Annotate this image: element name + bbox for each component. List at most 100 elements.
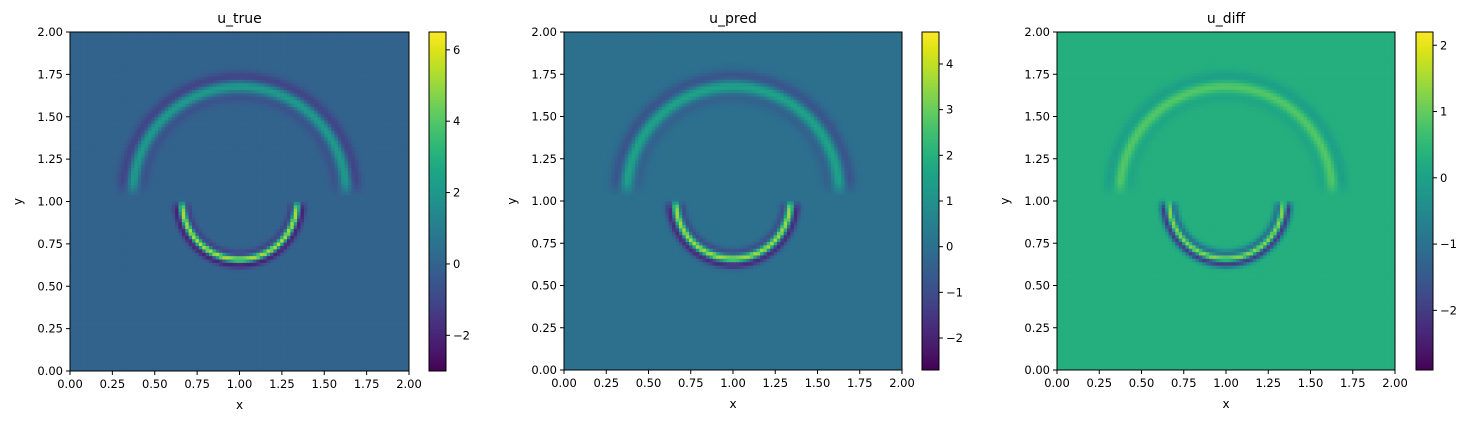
heatmap-cell [165,120,169,124]
heatmap-cell [141,76,145,80]
heatmap-cell [111,235,115,239]
heatmap-cell [182,276,186,280]
heatmap-cell [80,222,84,226]
heatmap-cell [178,164,182,168]
heatmap-cell [80,242,84,246]
heatmap-cell [229,130,233,134]
heatmap-cell [141,232,145,236]
heatmap-cell [141,340,145,344]
heatmap-cell [175,218,179,222]
heatmap-cell [185,96,189,100]
heatmap-cell [104,283,108,287]
heatmap-cell [162,218,166,222]
heatmap-cell [73,229,77,233]
heatmap-cell [111,32,115,36]
heatmap-cell [107,181,111,185]
heatmap-cell [104,168,108,172]
heatmap-cell [199,86,203,90]
heatmap-cell [138,266,142,270]
heatmap-cell [216,79,220,83]
heatmap-cell [97,113,101,117]
heatmap-cell [226,32,230,36]
heatmap-cell [212,347,216,351]
heatmap-cell [70,293,74,297]
heatmap-cell [94,249,98,253]
heatmap-cell [209,273,213,277]
heatmap-cell [101,327,105,331]
heatmap-cell [70,168,74,172]
heatmap-cell [114,86,118,90]
heatmap-cell [216,96,220,100]
heatmap-cell [138,32,142,36]
heatmap-cell [212,344,216,348]
heatmap-cell [80,46,84,50]
heatmap-cell [165,35,169,39]
heatmap-cell [131,103,135,107]
heatmap-cell [121,215,125,219]
heatmap-cell [223,252,227,256]
heatmap-cell [185,90,189,94]
heatmap-cell [202,317,206,321]
heatmap-cell [97,168,101,172]
heatmap-cell [107,361,111,365]
heatmap-cell [90,249,94,253]
heatmap-cell [216,239,220,243]
heatmap-cell [202,46,206,50]
heatmap-cell [158,117,162,121]
heatmap-cell [189,269,193,273]
heatmap-cell [117,212,121,216]
heatmap-cell [178,283,182,287]
heatmap-cell [206,46,210,50]
heatmap-cell [77,56,81,60]
heatmap-cell [131,113,135,117]
heatmap-cell [162,307,166,311]
heatmap-cell [77,249,81,253]
heatmap-cell [94,202,98,206]
heatmap-cell [151,286,155,290]
heatmap-cell [87,76,91,80]
heatmap-cell [114,178,118,182]
heatmap-cell [73,59,77,63]
heatmap-cell [168,195,172,199]
heatmap-cell [77,185,81,189]
heatmap-cell [175,140,179,144]
heatmap-cell [233,83,237,87]
heatmap-cell [209,229,213,233]
heatmap-cell [138,340,142,344]
heatmap-cell [209,56,213,60]
heatmap-cell [84,35,88,39]
heatmap-cell [172,46,176,50]
heatmap-cell [117,266,121,270]
heatmap-cell [185,191,189,195]
heatmap-cell [175,337,179,341]
heatmap-cell [90,134,94,138]
heatmap-cell [195,273,199,277]
heatmap-cell [185,127,189,131]
heatmap-cell [236,296,240,300]
heatmap-cell [202,181,206,185]
heatmap-cell [168,310,172,314]
heatmap-cell [138,347,142,351]
heatmap-cell [158,313,162,317]
heatmap-cell [209,239,213,243]
heatmap-cell [121,364,125,368]
heatmap-cell [111,303,115,307]
heatmap-cell [195,232,199,236]
heatmap-cell [158,310,162,314]
heatmap-cell [73,307,77,311]
heatmap-cell [145,279,149,283]
heatmap-cell [233,354,237,358]
heatmap-cell [128,327,132,331]
heatmap-cell [158,344,162,348]
heatmap-cell [155,279,159,283]
heatmap-cell [134,364,138,368]
heatmap-cell [199,212,203,216]
heatmap-cell [145,96,149,100]
heatmap-cell [73,259,77,263]
heatmap-cell [145,351,149,355]
heatmap-cell [199,310,203,314]
heatmap-cell [134,154,138,158]
heatmap-cell [202,286,206,290]
heatmap-cell [182,103,186,107]
heatmap-cell [151,263,155,267]
